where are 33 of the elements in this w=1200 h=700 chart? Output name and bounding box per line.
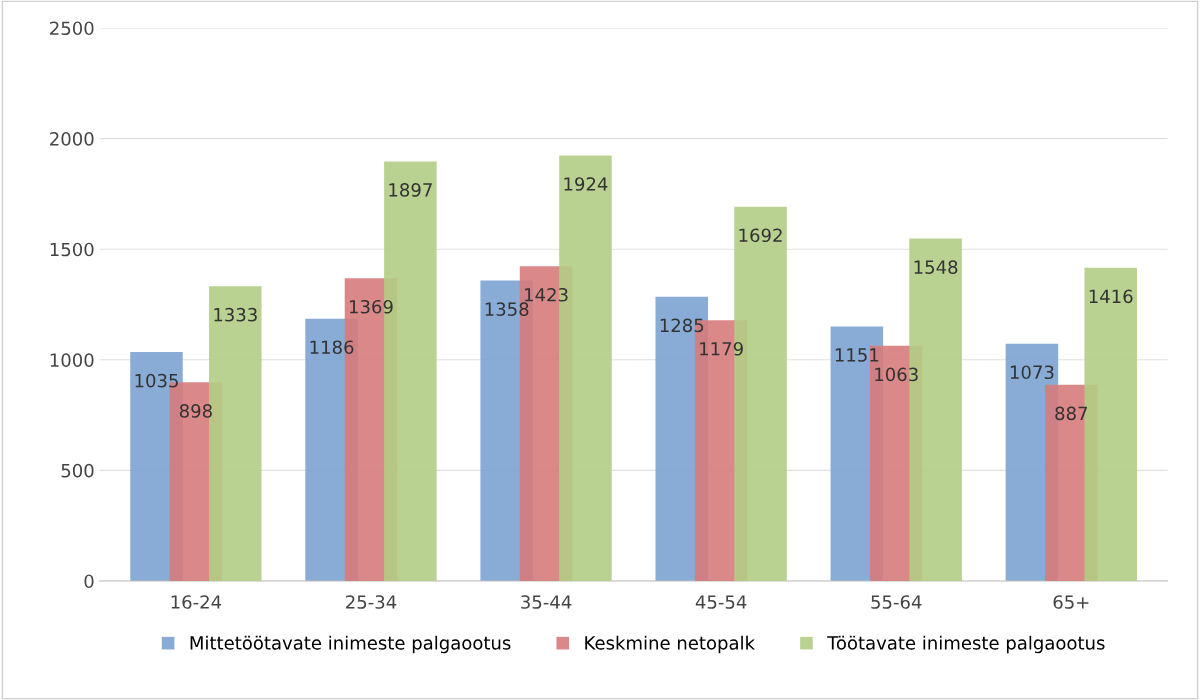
y-tick-label: 1500 — [50, 242, 94, 257]
data-label: 898 — [179, 404, 212, 418]
data-label: 1333 — [214, 307, 257, 322]
data-label: 1548 — [914, 260, 958, 274]
data-label: 1369 — [349, 299, 393, 314]
y-tick-label: 0 — [84, 574, 94, 589]
x-tick-label: 55-64 — [871, 595, 922, 609]
data-label: 1285 — [660, 318, 704, 333]
y-tick-label: 1000 — [50, 353, 94, 367]
x-tick-label: 35-44 — [521, 595, 572, 609]
data-label: 887 — [1055, 406, 1087, 421]
y-tick-label: 500 — [61, 463, 94, 478]
data-label: 1423 — [525, 287, 568, 302]
data-label: 1924 — [564, 177, 608, 191]
data-label: 1358 — [485, 302, 529, 316]
data-label: 1035 — [135, 373, 178, 388]
data-label: 1416 — [1089, 289, 1133, 304]
data-label: 1186 — [310, 340, 354, 355]
data-label: 1179 — [700, 341, 743, 356]
x-tick-label: 65+ — [1053, 595, 1089, 609]
x-tick-label: 16-24 — [171, 595, 222, 609]
data-label: 1897 — [389, 183, 432, 197]
legend-label: Keskmine netopalk — [585, 635, 755, 654]
data-label: 1692 — [739, 228, 782, 243]
y-tick-label: 2000 — [50, 132, 94, 146]
x-tick-label: 25-34 — [346, 595, 397, 609]
data-label: 1073 — [1010, 365, 1054, 380]
x-tick-label: 45-54 — [695, 595, 747, 609]
legend-label: Töötavate inimeste palgaootus — [827, 635, 1105, 654]
y-tick-label: 2500 — [50, 21, 94, 36]
legend-label: Mittetöötavate inimeste palgaootus — [190, 635, 511, 654]
data-label: 1063 — [875, 367, 918, 382]
data-label: 1151 — [835, 348, 879, 362]
